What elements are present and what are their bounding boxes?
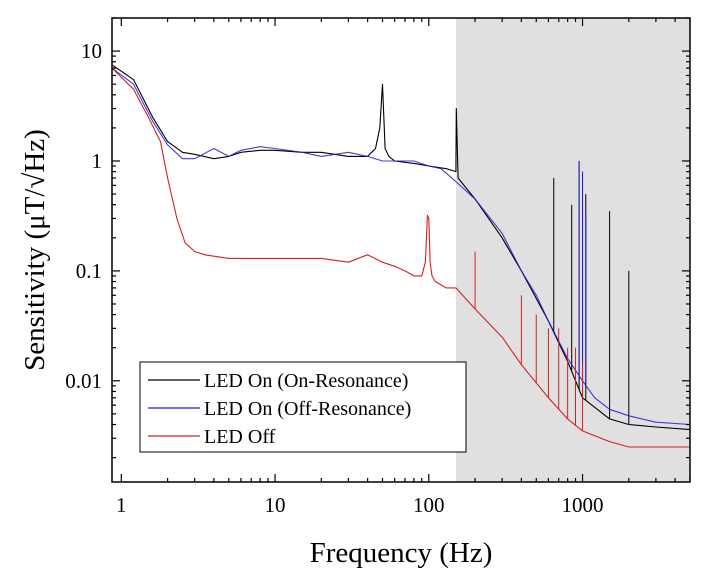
x-tick-label: 1 (116, 493, 127, 517)
legend: LED On (On-Resonance) LED On (Off-Resonan… (139, 361, 467, 453)
series-group (112, 64, 690, 448)
x-axis-label: Frequency (Hz) (310, 537, 493, 569)
legend-box (139, 361, 467, 453)
plot-area (112, 18, 690, 482)
y-tick-label: 0.01 (65, 369, 102, 393)
plot-frame (111, 17, 691, 483)
y-tick-label: 1 (92, 149, 103, 173)
x-tick-label: 1000 (562, 493, 604, 517)
x-tick-label: 100 (413, 493, 445, 517)
x-tick-label: 10 (265, 493, 286, 517)
series-line-2 (112, 67, 690, 426)
legend-label-1: LED On (On-Resonance) (204, 370, 408, 392)
y-axis-label: Sensitivity (μT/√Hz) (19, 129, 51, 371)
y-tick-label: 0.1 (76, 259, 102, 283)
y-tick-label: 10 (81, 39, 102, 63)
legend-label-3: LED Off (204, 426, 276, 448)
legend-label-2: LED On (Off-Resonance) (204, 398, 411, 420)
axes: 1 10 100 1000 0.01 0.1 1 10 (65, 17, 691, 517)
series-line-3 (112, 67, 690, 448)
shaded-region (455, 18, 690, 482)
